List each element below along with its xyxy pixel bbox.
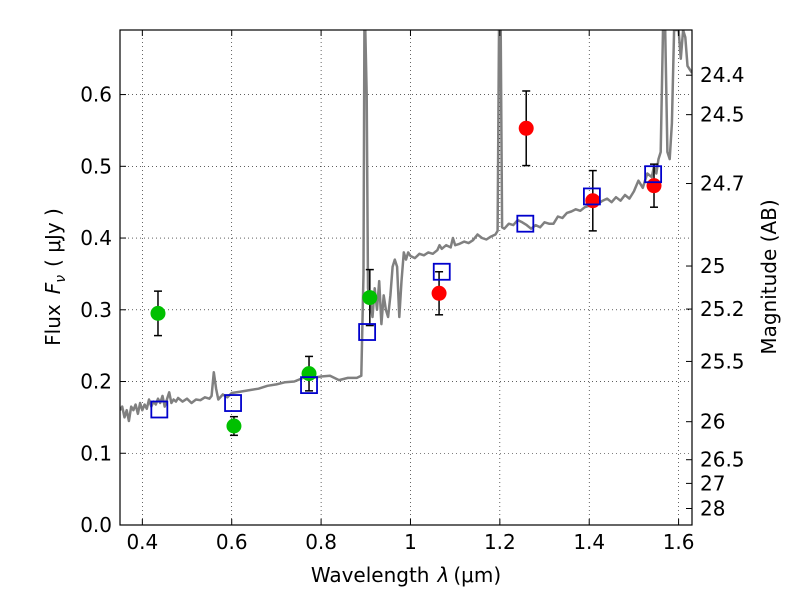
- y2-tick-label: 25.2: [700, 297, 745, 321]
- y2-tick-label: 25: [700, 254, 725, 278]
- y-tick-label: 0.1: [80, 441, 112, 465]
- x-tick-label: 0.6: [216, 530, 248, 554]
- x-tick-label: 1.6: [663, 530, 695, 554]
- model-square: [300, 376, 318, 395]
- model-square: [150, 400, 169, 419]
- model-square: [583, 187, 601, 206]
- y-tick-label: 0.0: [80, 513, 112, 537]
- red-data-point: [585, 193, 601, 209]
- y-tick-label: 0.5: [80, 154, 112, 178]
- y-tick-label: 0.3: [80, 298, 112, 322]
- x-tick-label: 0.4: [126, 530, 158, 554]
- y2-tick-label: 24.5: [700, 103, 745, 127]
- green-data-point: [226, 418, 242, 434]
- y2-tick-label: 24.4: [700, 63, 745, 87]
- y-tick-label: 0.6: [80, 83, 112, 107]
- model-square: [516, 214, 535, 233]
- x-tick-label: 1.2: [484, 530, 516, 554]
- y-tick-label: 0.4: [80, 226, 112, 250]
- right-axis-label: Magnitude (AB): [757, 199, 781, 354]
- model-square: [224, 394, 242, 412]
- model-square: [432, 262, 451, 281]
- x-tick-label: 0.8: [305, 530, 337, 554]
- red-data-point: [518, 120, 534, 136]
- y2-tick-label: 26: [700, 410, 725, 434]
- plot-area: [120, 30, 692, 437]
- y2-tick-label: 28: [700, 497, 725, 521]
- y2-tick-label: 27: [700, 471, 725, 495]
- y2-tick-label: 24.7: [700, 172, 745, 196]
- x-tick-label: 1: [404, 530, 417, 554]
- x-axis-label: Wavelength λ (μm): [311, 563, 501, 587]
- y2-tick-label: 26.5: [700, 448, 745, 472]
- model-square: [358, 323, 377, 341]
- y2-tick-label: 25.5: [700, 349, 745, 373]
- model-square: [644, 165, 663, 184]
- green-data-point: [362, 290, 378, 306]
- plot-frame: [119, 29, 693, 526]
- green-data-point: [150, 305, 166, 321]
- y-axis-label: FluxFν( μJy ): [41, 208, 69, 346]
- y-tick-label: 0.2: [80, 370, 112, 394]
- red-data-point: [646, 178, 662, 194]
- spectrum-line: [120, 30, 692, 423]
- axes: 0.4 0.6 0.8 1 1.2 1.4 1.6 0.0 0.1 0.2 0.3 0.4 0.5 0.6…: [80, 30, 745, 554]
- red-data-point: [431, 285, 447, 301]
- green-data-point: [301, 366, 317, 382]
- x-tick-label: 1.4: [573, 530, 605, 554]
